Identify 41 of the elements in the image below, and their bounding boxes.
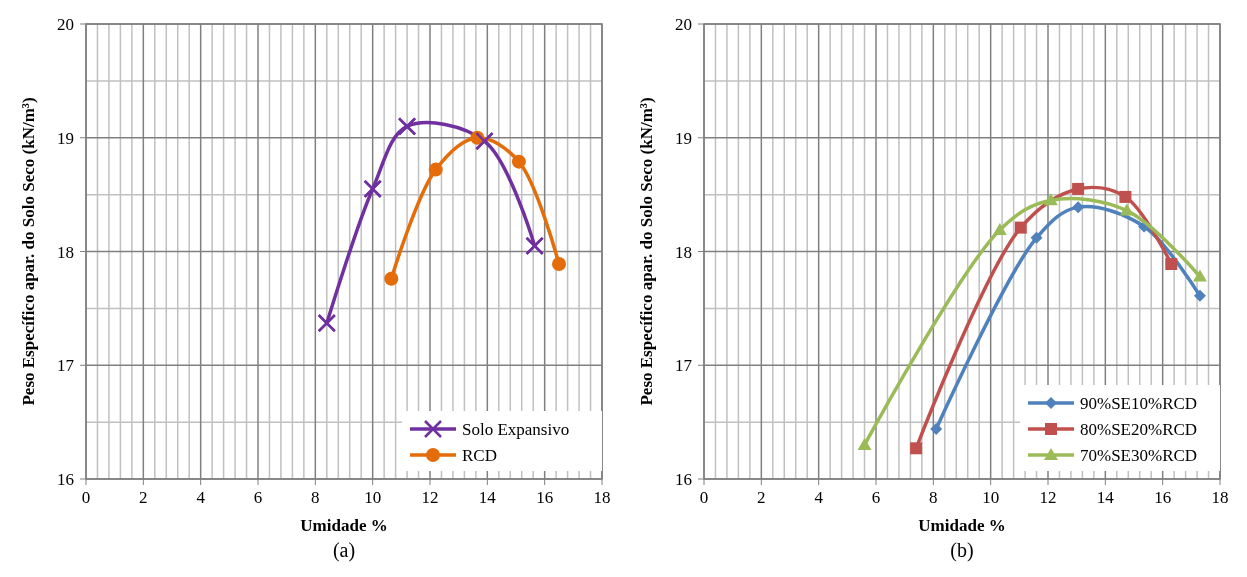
y-tick-label: 18 xyxy=(675,242,692,262)
x-tick-label: 16 xyxy=(536,488,554,507)
x-tick-label: 6 xyxy=(871,488,881,507)
text: (a) xyxy=(332,539,356,562)
x-axis-title: Umidade % xyxy=(300,516,388,535)
legend-label: RCD xyxy=(462,446,497,465)
x-axis-title: Umidade % xyxy=(918,516,1006,535)
y-tick-label: 16 xyxy=(57,470,74,489)
legend-label: 90%SE10%RCD xyxy=(1080,394,1198,413)
legend-label: Solo Expansivo xyxy=(462,420,570,439)
x-tick-label: 10 xyxy=(982,488,1000,507)
x-tick-label: 12 xyxy=(1039,488,1057,507)
y-axis-title: Peso Específico apar. do Solo Seco (kN/m³) xyxy=(637,97,656,406)
x-tick-label: 10 xyxy=(364,488,382,507)
y-tick-label: 17 xyxy=(675,356,693,376)
x-tick-label: 6 xyxy=(253,488,263,507)
x-tick-label: 0 xyxy=(81,488,91,507)
x-tick-label: 8 xyxy=(311,488,320,507)
y-tick-label: 16 xyxy=(675,470,692,489)
y-axis-title: Peso Específico apar. do Solo Seco (kN/m³) xyxy=(19,97,38,406)
legend-label: 70%SE30%RCD xyxy=(1080,446,1198,465)
y-tick-label: 20 xyxy=(57,15,74,34)
x-tick-label: 2 xyxy=(757,488,766,507)
text: (b) xyxy=(950,539,974,562)
x-tick-label: 18 xyxy=(1211,488,1229,507)
x-tick-label: 14 xyxy=(1096,488,1115,507)
x-tick-label: 14 xyxy=(478,488,497,507)
x-tick-label: 2 xyxy=(139,488,148,507)
x-tick-label: 18 xyxy=(593,488,611,507)
y-tick-label: 17 xyxy=(57,356,75,376)
y-tick-label: 19 xyxy=(57,128,74,148)
legend-label: 80%SE20%RCD xyxy=(1080,420,1198,439)
y-tick-label: 20 xyxy=(675,15,692,34)
y-tick-label: 18 xyxy=(57,242,74,262)
x-tick-label: 16 xyxy=(1154,488,1172,507)
y-tick-label: 19 xyxy=(675,128,692,148)
x-tick-label: 8 xyxy=(929,488,938,507)
x-tick-label: 4 xyxy=(814,488,824,507)
x-tick-label: 0 xyxy=(699,488,709,507)
x-tick-label: 4 xyxy=(196,488,206,507)
x-tick-label: 12 xyxy=(421,488,439,507)
